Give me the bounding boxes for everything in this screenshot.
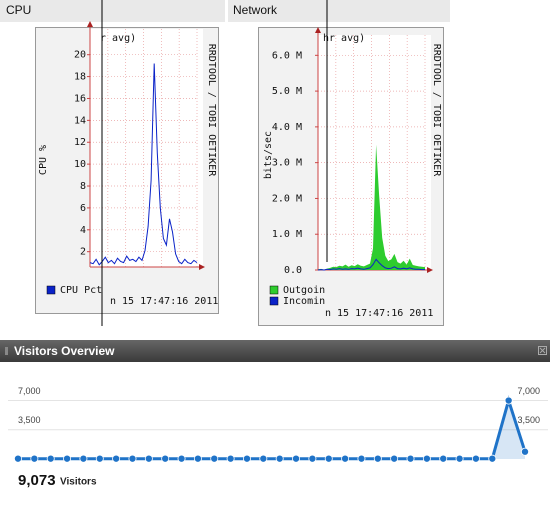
data-point [422,454,431,463]
data-point [292,454,301,463]
data-point [79,454,88,463]
y-tick-label: 14 [74,115,86,126]
axis-arrow [427,267,433,273]
data-point [95,454,104,463]
data-point [144,454,153,463]
y-tick-label: 7,000 [18,386,41,396]
footnote: n 15 17:47:16 2011 [325,308,433,319]
widget-title: Visitors Overview [14,344,115,358]
widget-header [0,340,550,362]
y-tick-label: 7,000 [517,386,540,396]
y-tick-label: 2 [80,247,86,258]
y-tick-label: 12 [74,137,86,148]
data-point [275,454,284,463]
y-axis-label: bits/sec [263,131,274,179]
legend-swatch [269,296,279,306]
y-axis-label: CPU % [38,145,49,175]
y-tick-label: 6.0 M [272,50,302,61]
data-point [455,454,464,463]
data-point [46,454,55,463]
y-tick-label: 3,500 [18,415,41,425]
y-tick-label: 3,500 [517,415,540,425]
chart-title: hr avg) [323,33,365,44]
data-point [242,454,251,463]
data-point [357,454,366,463]
y-tick-label: 5.0 M [272,86,302,97]
side-text: RRDTOOL / TOBI OETIKER [206,44,217,177]
data-point [177,454,186,463]
data-point [308,454,317,463]
legend-label: CPU Pct [60,285,102,296]
panel-header [228,0,450,22]
y-tick-label: 4.0 M [272,122,302,133]
y-tick-label: 3.0 M [272,158,302,169]
axis-arrow [315,27,321,33]
data-point [406,454,415,463]
summary-label: Visitors [60,477,97,488]
footnote: n 15 17:47:16 2011 [110,296,218,307]
series-line [89,63,198,266]
data-point [471,454,480,463]
close-button[interactable] [538,346,547,355]
series-line [317,258,425,271]
data-point [488,454,497,463]
legend-label: Incomin [283,296,325,307]
legend-swatch [269,285,279,295]
data-point [390,454,399,463]
plot-area [90,29,203,267]
data-point [439,454,448,463]
data-point [63,454,72,463]
y-tick-label: 20 [74,50,86,61]
data-point [161,454,170,463]
data-point [112,454,121,463]
y-tick-label: 4 [80,225,86,236]
data-point [521,447,530,456]
data-point [210,454,219,463]
close-icon [539,347,546,354]
axis-arrow [87,21,93,27]
drag-handle[interactable] [5,347,8,355]
legend-label: Outgoin [283,285,325,296]
y-tick-label: 6 [80,203,86,214]
y-tick-label: 0.0 [284,265,302,276]
data-point [13,454,22,463]
legend-swatch [46,285,56,295]
data-point [504,396,513,405]
y-tick-label: 10 [74,159,86,170]
data-point [373,454,382,463]
y-tick-label: 16 [74,93,86,104]
data-point [128,454,137,463]
panel-header [0,0,225,22]
y-tick-label: 18 [74,72,86,83]
data-point [226,454,235,463]
chart-title: r avg) [100,33,136,44]
side-text: RRDTOOL / TOBI OETIKER [431,44,442,177]
panel-title: Network [233,3,278,17]
data-point [193,454,202,463]
data-point [324,454,333,463]
y-tick-label: 8 [80,181,86,192]
data-point [259,454,268,463]
data-point [341,454,350,463]
axis-arrow [199,264,205,270]
summary-value: 9,073 [18,472,56,489]
charts: 2 4 6 8 10 12 14 16 18 20 r avg) CPU % RRDTOOL / TOB… [8,21,548,463]
y-tick-label: 2.0 M [272,193,302,204]
data-point [30,454,39,463]
panel-title: CPU [6,3,31,17]
y-tick-label: 1.0 M [272,229,302,240]
